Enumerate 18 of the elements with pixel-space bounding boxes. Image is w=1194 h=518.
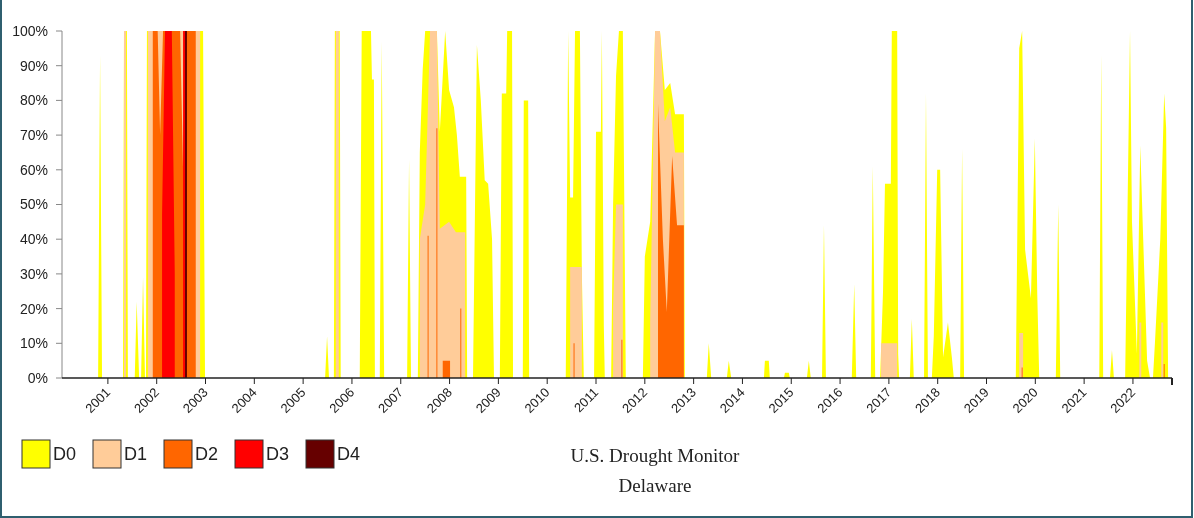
y-tick-label: 80%	[19, 92, 48, 109]
legend-label: D0	[53, 444, 77, 464]
y-tick-label: 50%	[19, 196, 48, 213]
legend-label: D1	[124, 444, 148, 464]
text: Delaware	[618, 475, 692, 496]
y-tick-label: 10%	[19, 335, 48, 352]
legend-label: D2	[195, 444, 219, 464]
y-tick-label: 0%	[27, 369, 48, 386]
y-tick-label: 20%	[19, 300, 48, 317]
legend-label: D4	[337, 444, 361, 464]
text: U.S. Drought Monitor	[570, 445, 741, 466]
y-tick-label: 90%	[19, 57, 48, 74]
y-tick-label: 40%	[19, 231, 48, 248]
y-tick-label: 30%	[19, 265, 48, 282]
legend-label: D3	[266, 444, 290, 464]
y-tick-label: 70%	[19, 127, 48, 143]
y-tick-label: 60%	[19, 161, 48, 178]
y-tick-label: 100%	[12, 22, 48, 39]
